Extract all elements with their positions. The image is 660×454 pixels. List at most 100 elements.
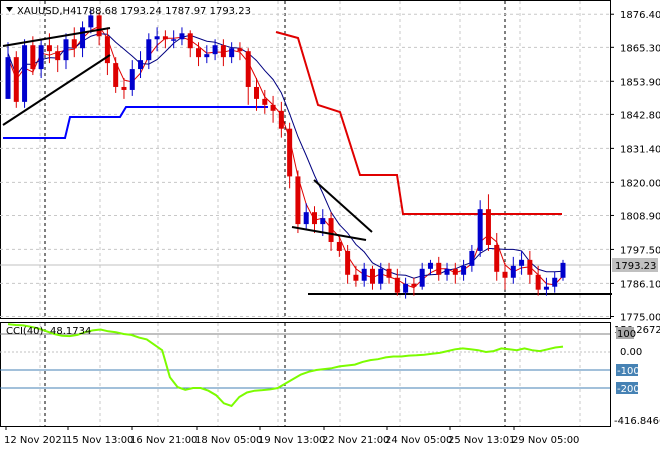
candle-body [552,277,558,287]
candle-body [303,212,309,225]
candle-body [88,15,94,28]
candle-body [80,27,86,49]
candle-body [245,51,251,87]
pennant-upper-line [313,179,373,233]
price-tick-label: 1831.40 [620,144,660,155]
candle-body [311,212,317,225]
time-tick-label: 15 Nov 13:00 [66,435,133,446]
candle-body [254,86,260,99]
price-tick-label: 1853.90 [620,77,660,88]
candle-body [162,36,168,40]
candle-body [394,277,400,293]
price-tick-label: 1842.80 [620,110,660,121]
candle-body [46,45,52,52]
cci-100-tag [616,327,634,339]
price-tick-label: 1808.90 [620,211,660,222]
support-level-line [3,106,268,139]
candle-body [361,268,367,281]
candle-body [386,268,392,278]
candle-body [154,36,160,40]
candle-body [270,104,276,111]
cci-minus100-tag [616,364,638,376]
candle-body [229,48,235,58]
candle-body [519,259,525,266]
cci-line [7,323,564,408]
candle-body [444,268,450,275]
candle-body [452,268,458,275]
candle-body [104,36,110,64]
candle-body [411,283,417,287]
candle-body [5,57,11,99]
time-tick-label: 24 Nov 05:00 [385,435,452,446]
cci-minus200-label: -200 [617,384,640,395]
candle-body [535,274,541,290]
candle-body [121,86,127,90]
price-axis[interactable]: 1876.40 1865.30 1853.90 1842.80 1831.40 1820.… [610,10,660,324]
candle-body [55,51,61,61]
candle-body [461,265,467,275]
candle-body [96,15,102,37]
candle-body [469,250,475,266]
candle-body [477,209,483,251]
candle-body [378,268,384,284]
candle-body [369,268,375,284]
candle-body [328,218,334,242]
candle-body [38,45,44,70]
chart-symbol: XAUUSD,H4 [17,6,76,17]
time-tick-label: 19 Nov 13:00 [258,435,325,446]
candle-body [502,271,508,278]
candle-body [22,45,28,102]
candle-body [63,39,69,61]
candle-body [543,286,549,290]
cci-0-label: 0.00 [620,347,642,358]
time-tick-label: 18 Nov 05:00 [195,435,262,446]
envelope-line [275,31,562,215]
candle-body [353,274,359,281]
pennant-lower-line [291,226,367,241]
candle-body [146,39,152,61]
candle-body [237,48,243,52]
main-chart-frame [0,0,611,319]
candle-body [436,262,442,275]
candle-body [287,128,293,177]
candle-body [295,176,301,225]
time-tick-label: 16 Nov 21:00 [130,435,197,446]
candle-body [262,98,268,105]
indicator-frame [0,322,611,427]
time-tick-label: 25 Nov 13:01 [448,435,515,446]
cci-bottom-value: -416.8466 [614,416,660,427]
time-tick-label: 29 Nov 05:00 [512,435,579,446]
dropdown-triangle-icon[interactable] [6,7,13,12]
candle-body [345,250,351,275]
candle-body [212,45,218,55]
candle-body [71,39,77,49]
candle-body [171,39,177,41]
price-tick-label: 1820.00 [620,178,660,189]
current-price-label: 1793.23 [615,261,656,272]
candle-body [403,283,409,293]
candle-body [30,45,36,70]
cci-100-label: 100 [617,329,636,340]
candle-body [138,60,144,70]
candle-body [427,262,433,269]
price-tick-label: 1865.30 [620,43,660,54]
price-tick-label: 1797.50 [620,245,660,256]
candle-body [419,268,425,287]
candle-body [336,241,342,251]
candle-body [278,110,284,129]
price-tick-label: 1786.10 [620,279,660,290]
time-tick-label: 12 Nov 2021 [4,435,68,446]
cci-minus200-tag [616,382,638,394]
trendline-upper [2,27,111,47]
candle-body [485,209,491,245]
cci-top-value: 150.2672 [614,325,660,336]
candle-body [179,33,185,40]
trendline-lower [2,54,111,126]
candle-body [204,54,210,58]
time-tick-label: 22 Nov 21:00 [322,435,389,446]
candle-body [196,48,202,58]
current-price-box [612,258,658,272]
candle-body [220,45,226,58]
